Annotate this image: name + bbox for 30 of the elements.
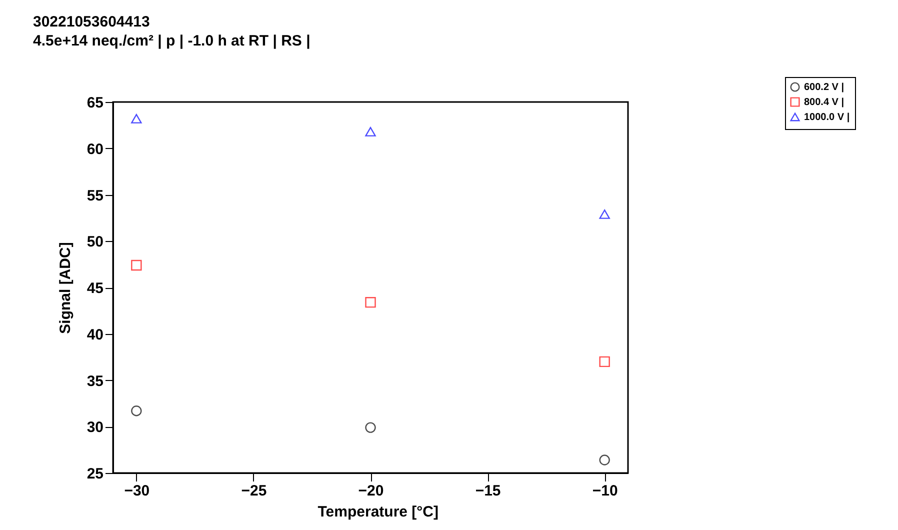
x-tick-label: −25 (241, 482, 267, 500)
point (365, 296, 376, 308)
y-tick-label: 30 (86, 419, 104, 436)
y-tick-label: 35 (86, 372, 104, 390)
y-tick-label: 60 (86, 140, 104, 158)
point (599, 454, 610, 466)
point (365, 126, 376, 136)
legend-label: 800.4 V | (804, 97, 844, 108)
point (131, 114, 142, 124)
y-tick-label: 25 (86, 466, 104, 482)
y-axis-title: Signal [ADC] (56, 242, 74, 334)
point (131, 406, 142, 416)
x-tick-label: −10 (592, 482, 618, 500)
x-axis-title: Temperature [°C] (318, 504, 438, 520)
chart-title: 30221053604413 (33, 14, 150, 30)
x-tick-label: −15 (475, 482, 501, 500)
point (365, 422, 376, 433)
x-tick-label: −30 (124, 482, 150, 500)
point (131, 260, 142, 271)
y-tick-label: 50 (86, 234, 104, 251)
y-tick-label: 40 (86, 326, 104, 344)
x-tick-label: −20 (358, 482, 384, 500)
y-tick-label: 45 (86, 280, 104, 297)
chart-subtitle: 4.5e+14 neq./cm² | p | -1.0 h at RT | RS | (33, 32, 310, 50)
point (599, 210, 610, 219)
y-tick-label: 55 (86, 187, 104, 204)
legend-label: 1000.0 V | (804, 112, 850, 123)
point (599, 356, 610, 368)
legend-label: 600.2 V | (804, 82, 844, 93)
y-tick-label: 65 (86, 94, 104, 112)
